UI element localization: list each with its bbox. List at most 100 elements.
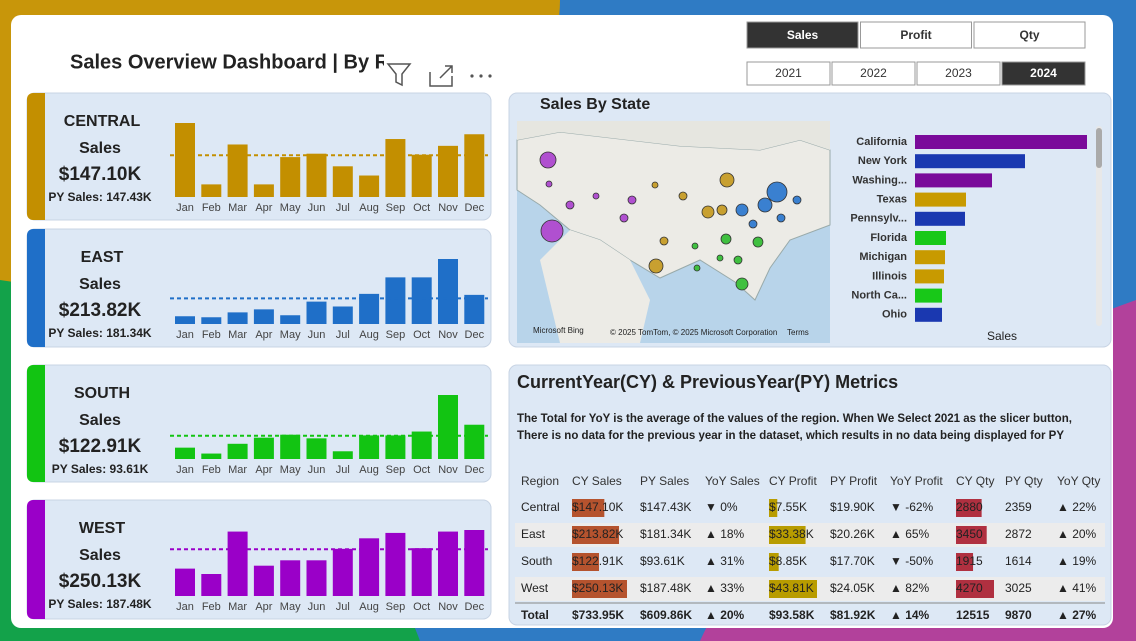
y-tick-label: Michigan bbox=[859, 251, 907, 263]
month-label: Jan bbox=[176, 464, 194, 476]
cell: 2880 bbox=[956, 500, 983, 514]
month-bar bbox=[253, 437, 274, 459]
cell: 1915 bbox=[956, 554, 983, 568]
month-bar bbox=[306, 438, 327, 459]
scroll-thumb[interactable] bbox=[1096, 128, 1102, 168]
region-name: SOUTH bbox=[74, 385, 130, 402]
bar bbox=[915, 173, 992, 188]
column-header: CY Profit bbox=[769, 474, 817, 488]
cell: $8.85K bbox=[769, 554, 807, 568]
cell: $147.43K bbox=[640, 500, 691, 514]
region-name: EAST bbox=[81, 249, 124, 266]
cell: $93.58K bbox=[769, 608, 815, 622]
column-header: YoY Sales bbox=[705, 474, 760, 488]
data-bar bbox=[769, 553, 779, 571]
month-label: Aug bbox=[359, 601, 379, 613]
cell: 4270 bbox=[956, 581, 983, 595]
cell: ▲ 82% bbox=[890, 581, 930, 595]
month-label: Mar bbox=[228, 464, 247, 476]
year-button[interactable] bbox=[916, 61, 1001, 86]
month-bar bbox=[411, 431, 432, 459]
month-bar bbox=[438, 145, 458, 197]
month-label: Feb bbox=[202, 601, 221, 613]
data-bar bbox=[572, 580, 627, 598]
month-label: Apr bbox=[255, 464, 272, 476]
month-label: Jun bbox=[308, 601, 326, 613]
month-bar bbox=[175, 316, 195, 324]
month-label: Dec bbox=[465, 464, 485, 476]
cell: West bbox=[521, 581, 549, 595]
scrollbar[interactable] bbox=[1096, 126, 1102, 326]
cell: $20.26K bbox=[830, 527, 875, 541]
data-bar bbox=[956, 499, 982, 517]
month-bar bbox=[227, 443, 248, 459]
month-bar bbox=[438, 259, 458, 324]
month-label: Sep bbox=[386, 464, 406, 476]
measure-button[interactable] bbox=[746, 21, 859, 49]
month-bar bbox=[175, 123, 195, 197]
cell: ▲ 41% bbox=[1057, 581, 1097, 595]
month-label: Nov bbox=[438, 202, 458, 214]
month-bar bbox=[411, 277, 432, 324]
year-button[interactable] bbox=[831, 61, 916, 86]
cell: 2359 bbox=[1005, 500, 1032, 514]
month-label: Apr bbox=[255, 601, 272, 613]
month-label: Jul bbox=[336, 329, 350, 341]
month-label: May bbox=[280, 464, 301, 476]
terms[interactable]: Terms bbox=[787, 328, 809, 337]
data-bar bbox=[769, 526, 806, 544]
cell: 3025 bbox=[1005, 581, 1032, 595]
month-bar bbox=[253, 309, 274, 324]
cell: ▲ 22% bbox=[1057, 500, 1097, 514]
region-label: Sales bbox=[79, 140, 121, 157]
cell: $187.48K bbox=[640, 581, 691, 595]
month-label: Apr bbox=[255, 202, 272, 214]
month-bar bbox=[464, 424, 485, 459]
month-label: Jul bbox=[336, 202, 350, 214]
bar bbox=[915, 307, 942, 322]
cell: Total bbox=[521, 608, 549, 622]
measure-button[interactable] bbox=[973, 21, 1086, 49]
cell: ▲ 27% bbox=[1057, 608, 1097, 622]
column-header: YoY Profit bbox=[890, 474, 943, 488]
bar bbox=[915, 135, 1087, 149]
y-tick-label: Ohio bbox=[882, 309, 907, 321]
bar bbox=[915, 211, 965, 226]
measure-button[interactable] bbox=[860, 21, 972, 49]
cell: South bbox=[521, 554, 552, 568]
y-tick-label: Pennsylv... bbox=[850, 213, 907, 225]
month-label: Oct bbox=[413, 601, 430, 613]
focus-icon[interactable] bbox=[429, 65, 453, 87]
cell: $24.05K bbox=[830, 581, 875, 595]
cell: $213.82K bbox=[572, 527, 623, 541]
data-bar bbox=[769, 499, 778, 517]
cell: ▲ 31% bbox=[705, 554, 745, 568]
region-value: $122.91K bbox=[59, 436, 142, 457]
month-bar bbox=[253, 184, 274, 197]
region-stripe bbox=[37, 365, 45, 482]
year-button[interactable] bbox=[1001, 61, 1086, 86]
x-axis-label: Sales bbox=[987, 329, 1017, 343]
month-bar bbox=[359, 538, 380, 596]
cell: Central bbox=[521, 500, 560, 514]
month-label: Jun bbox=[308, 464, 326, 476]
month-label: Jun bbox=[308, 329, 326, 341]
more-icon[interactable] bbox=[470, 74, 492, 78]
cell: ▲ 19% bbox=[1057, 554, 1097, 568]
y-tick-label: New York bbox=[858, 155, 908, 167]
y-tick-label: Florida bbox=[870, 232, 908, 244]
cell: ▲ 14% bbox=[890, 608, 930, 622]
month-bar bbox=[306, 153, 327, 197]
data-bar bbox=[956, 526, 987, 544]
cell: ▼ 0% bbox=[705, 500, 738, 514]
month-bar bbox=[175, 568, 195, 596]
month-label: Dec bbox=[465, 329, 485, 341]
month-label: Oct bbox=[413, 464, 430, 476]
month-bar bbox=[411, 548, 432, 596]
month-label: Nov bbox=[438, 329, 458, 341]
month-label: Jan bbox=[176, 329, 194, 341]
year-button[interactable] bbox=[746, 61, 831, 86]
region-py: PY Sales: 93.61K bbox=[52, 462, 149, 476]
filter-icon[interactable] bbox=[386, 63, 412, 87]
month-bar bbox=[332, 451, 353, 459]
